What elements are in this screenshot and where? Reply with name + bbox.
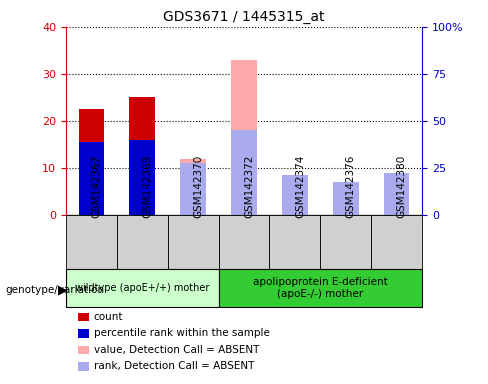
Bar bbox=[181, 163, 206, 215]
Bar bbox=[384, 182, 409, 215]
Bar bbox=[282, 177, 307, 215]
Bar bbox=[129, 98, 155, 215]
Text: count: count bbox=[94, 312, 123, 322]
Bar bbox=[371, 215, 422, 269]
Bar bbox=[129, 140, 155, 215]
Bar bbox=[231, 60, 257, 215]
Bar bbox=[333, 184, 359, 215]
Text: apolipoprotein E-deficient
(apoE-/-) mother: apolipoprotein E-deficient (apoE-/-) mot… bbox=[253, 277, 387, 299]
Bar bbox=[66, 269, 219, 307]
Text: GSM142372: GSM142372 bbox=[244, 154, 254, 218]
Text: genotype/variation: genotype/variation bbox=[5, 285, 104, 295]
Text: GSM142380: GSM142380 bbox=[397, 154, 407, 218]
Text: GSM142370: GSM142370 bbox=[193, 154, 203, 218]
Bar bbox=[269, 215, 320, 269]
Text: percentile rank within the sample: percentile rank within the sample bbox=[94, 328, 269, 338]
Text: ▶: ▶ bbox=[58, 283, 67, 296]
Bar bbox=[79, 109, 104, 215]
Text: GSM142369: GSM142369 bbox=[142, 154, 152, 218]
Bar bbox=[66, 215, 117, 269]
Bar bbox=[117, 215, 168, 269]
Bar bbox=[333, 182, 359, 215]
Text: GSM142367: GSM142367 bbox=[91, 154, 102, 218]
Text: wildtype (apoE+/+) mother: wildtype (apoE+/+) mother bbox=[75, 283, 209, 293]
Bar bbox=[320, 215, 371, 269]
Bar bbox=[282, 175, 307, 215]
Text: GSM142374: GSM142374 bbox=[295, 154, 305, 218]
Bar bbox=[181, 159, 206, 215]
Bar bbox=[168, 215, 219, 269]
Bar bbox=[384, 173, 409, 215]
Title: GDS3671 / 1445315_at: GDS3671 / 1445315_at bbox=[163, 10, 325, 25]
Bar bbox=[219, 269, 422, 307]
Bar bbox=[79, 142, 104, 215]
Text: rank, Detection Call = ABSENT: rank, Detection Call = ABSENT bbox=[94, 361, 254, 371]
Bar bbox=[231, 131, 257, 215]
Text: value, Detection Call = ABSENT: value, Detection Call = ABSENT bbox=[94, 345, 259, 355]
Bar bbox=[219, 215, 269, 269]
Text: GSM142376: GSM142376 bbox=[346, 154, 356, 218]
